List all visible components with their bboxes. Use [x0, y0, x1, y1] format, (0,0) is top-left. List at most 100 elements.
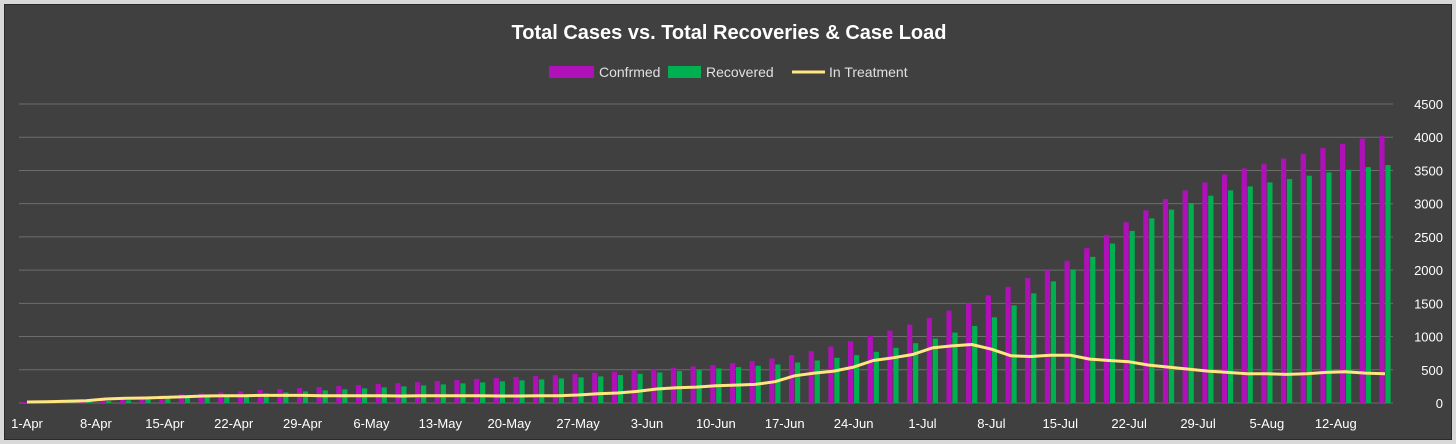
bar-recovered: [617, 375, 624, 403]
bar-confirmed: [552, 375, 558, 403]
bar-recovered: [794, 362, 801, 403]
bar-confirmed: [966, 303, 972, 403]
bar-recovered: [1031, 293, 1037, 403]
y-tick-label: 2500: [1414, 230, 1443, 245]
bar-recovered: [1286, 179, 1293, 403]
bar-recovered: [1267, 182, 1273, 403]
bar-recovered: [1188, 203, 1194, 403]
bar-recovered: [1090, 256, 1096, 403]
legend-label-confirmed: Confrmed: [599, 64, 660, 80]
bar-recovered: [775, 364, 781, 403]
bar-confirmed: [395, 383, 401, 403]
x-tick-label: 29-Jul: [1180, 416, 1216, 431]
bar-confirmed: [178, 394, 185, 403]
bar-confirmed: [218, 392, 224, 403]
bar-confirmed: [1340, 143, 1346, 403]
bar-recovered: [440, 384, 446, 403]
bar-confirmed: [651, 369, 657, 403]
y-tick-label: 0: [1436, 396, 1443, 411]
y-tick-label: 2000: [1414, 263, 1443, 278]
bar-confirmed: [1143, 210, 1149, 403]
y-tick-label: 1500: [1414, 296, 1443, 311]
bar-recovered: [578, 377, 584, 403]
bar-recovered: [1306, 175, 1312, 403]
y-tick-label: 3000: [1414, 197, 1443, 212]
x-tick-label: 12-Aug: [1315, 416, 1357, 431]
bar-confirmed: [631, 370, 637, 403]
bar-confirmed: [828, 346, 834, 403]
bar-recovered: [480, 382, 486, 403]
bar-confirmed: [1162, 199, 1169, 403]
bar-recovered: [873, 351, 879, 403]
bar-recovered: [598, 376, 604, 403]
chart-svg: Total Cases vs. Total Recoveries & Case …: [11, 22, 1443, 431]
bar-recovered: [637, 373, 643, 403]
y-tick-label: 1000: [1414, 330, 1443, 345]
bar-confirmed: [375, 384, 381, 403]
bar-recovered: [283, 392, 289, 403]
bar-recovered: [302, 391, 309, 403]
bar-confirmed: [808, 351, 814, 403]
legend-label-in-treatment: In Treatment: [829, 64, 908, 80]
bar-confirmed: [592, 372, 598, 403]
y-tick-label: 4500: [1414, 97, 1443, 112]
bar-recovered: [1227, 190, 1234, 403]
legend-item-recovered: Recovered: [668, 64, 774, 80]
x-tick-label: 10-Jun: [696, 416, 736, 431]
x-tick-label: 8-Apr: [80, 416, 112, 431]
bar-recovered: [814, 360, 820, 403]
bar-recovered: [893, 347, 899, 403]
x-tick-label: 24-Jun: [834, 416, 874, 431]
x-tick-label: 13-May: [419, 416, 463, 431]
bar-confirmed: [749, 361, 755, 403]
bar-confirmed: [1044, 270, 1051, 403]
bar-confirmed: [454, 380, 460, 403]
bar-confirmed: [1064, 260, 1070, 403]
bar-recovered: [1365, 167, 1371, 403]
bar-confirmed: [1123, 222, 1129, 403]
bar-confirmed: [926, 317, 932, 403]
bar-confirmed: [848, 341, 854, 403]
series-in-treatment-line: [26, 343, 1386, 404]
bar-confirmed: [493, 378, 499, 403]
bar-confirmed: [710, 365, 716, 403]
bar-confirmed: [611, 371, 618, 403]
bar-recovered: [558, 378, 564, 403]
bar-recovered: [243, 394, 250, 403]
bar-confirmed: [1379, 135, 1385, 404]
x-tick-label: 8-Jul: [977, 416, 1005, 431]
bar-confirmed: [513, 377, 519, 403]
x-tick-label: 22-Apr: [214, 416, 254, 431]
bar-confirmed: [572, 374, 578, 403]
bar-confirmed: [1202, 182, 1208, 403]
bar-recovered: [932, 338, 938, 403]
bar-confirmed: [434, 381, 440, 403]
bar-recovered: [125, 400, 132, 403]
bar-confirmed: [139, 396, 145, 403]
bar-recovered: [1346, 169, 1352, 403]
bar-recovered: [1326, 172, 1332, 403]
bar-recovered: [421, 385, 427, 403]
y-tick-label: 4000: [1414, 130, 1443, 145]
bar-recovered: [165, 398, 171, 403]
bar-recovered: [854, 355, 860, 403]
bar-confirmed: [533, 376, 539, 403]
bar-recovered: [224, 395, 230, 403]
bar-confirmed: [198, 393, 204, 403]
x-tick-label: 27-May: [556, 416, 600, 431]
bar-recovered: [913, 343, 919, 403]
x-tick-label: 22-Jul: [1111, 416, 1147, 431]
bar-confirmed: [867, 335, 873, 403]
bar-recovered: [539, 379, 545, 403]
legend-swatch-confirmed: [549, 66, 594, 78]
chart-frame: Total Cases vs. Total Recoveries & Case …: [4, 4, 1452, 440]
x-tick-label: 20-May: [488, 416, 532, 431]
legend-swatch-recovered: [668, 66, 701, 78]
line-in-treatment: [26, 343, 1386, 404]
bar-confirmed: [729, 363, 736, 403]
bar-confirmed: [1005, 286, 1011, 403]
bar-confirmed: [690, 366, 696, 403]
x-tick-label: 5-Aug: [1250, 416, 1285, 431]
bar-recovered: [519, 380, 525, 403]
bar-confirmed: [1320, 147, 1326, 403]
